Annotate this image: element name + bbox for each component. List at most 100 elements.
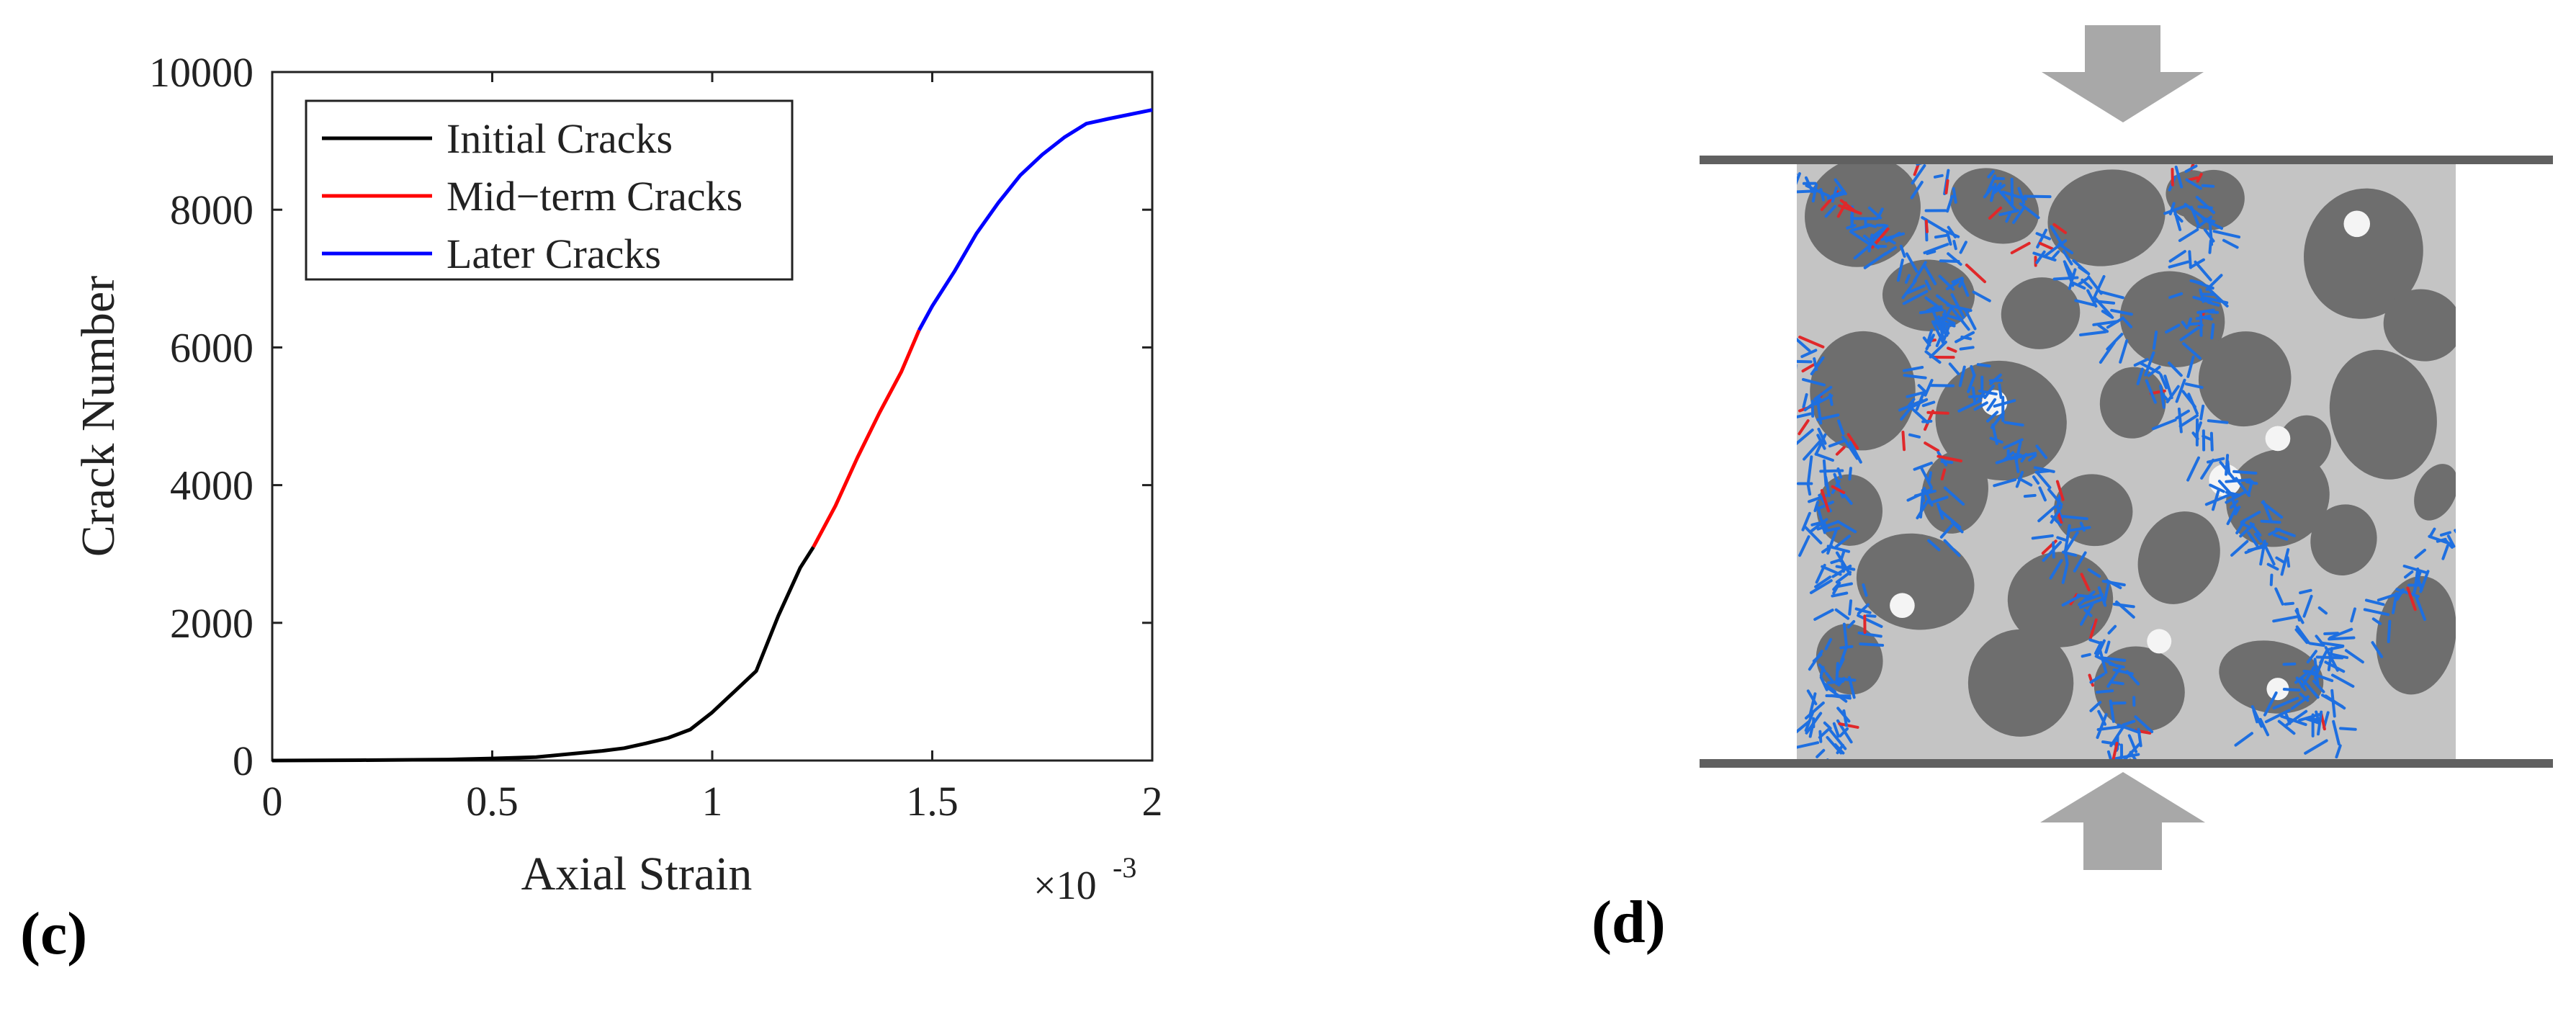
crack-segment (1818, 730, 1823, 743)
crack-segment (2387, 619, 2392, 644)
crack-segment (2078, 590, 2096, 606)
crack-segment (1921, 216, 1946, 232)
crack-segment (2035, 444, 2048, 459)
crack-segment (2200, 458, 2215, 480)
crack-segment (2036, 228, 2048, 248)
crack-segment (2127, 734, 2138, 753)
crack-segment (2391, 591, 2398, 614)
crack-segment (2050, 250, 2060, 261)
series-line-2 (812, 329, 921, 548)
crack-segment (1831, 591, 1849, 598)
aggregate (2001, 277, 2081, 349)
chart-layer: 0 0.5 1 1.5 2 0 2000 4000 6000 8000 10000 Axial Str… (72, 49, 1163, 908)
crack-segment (2159, 373, 2168, 390)
crack-segment (1813, 609, 1834, 622)
crack-segment (1942, 321, 1952, 341)
crack-segment (2177, 407, 2183, 434)
crack-segment (1804, 701, 1825, 720)
crack-segment (1817, 427, 1827, 445)
aggregate (1882, 259, 1975, 331)
crack-segment (1906, 390, 1927, 398)
crack-segment (2035, 470, 2052, 489)
crack-segment (2096, 689, 2114, 694)
crack-segment (1797, 172, 1801, 185)
crack-segment (2428, 527, 2436, 537)
crack-segment (1899, 244, 1906, 258)
crack-segment (2094, 655, 2119, 668)
series-line-3 (917, 108, 1153, 331)
crack-segment (1919, 465, 1933, 489)
crack-segment (1809, 518, 1828, 533)
legend-label: Later Cracks (446, 230, 661, 277)
crack-segment (2239, 523, 2255, 538)
crack-segment (2377, 591, 2405, 602)
crack-segment (1797, 719, 1811, 734)
crack-segment (2055, 480, 2065, 501)
crack-segment (2064, 531, 2079, 553)
aggregate (1810, 331, 1916, 451)
crack-segment (1940, 468, 1947, 481)
crack-segment (2199, 404, 2205, 421)
crack-segment (2047, 488, 2063, 506)
crack-segment (1825, 672, 1835, 683)
crack-segment (1836, 707, 1851, 723)
crack-segment (1783, 375, 1792, 379)
crack-segment (2178, 413, 2199, 428)
crack-segment (1813, 385, 1833, 401)
crack-segment (2207, 457, 2225, 464)
crack-segment (1910, 181, 1924, 199)
crack-segment (2099, 341, 2116, 364)
crack-segment (2050, 506, 2063, 524)
crack-segment (2304, 739, 2328, 755)
crack-segment (2194, 421, 2202, 437)
crack-segment (1831, 190, 1845, 198)
crack-segment (2184, 202, 2207, 221)
crack-segment (1848, 599, 1853, 616)
crack-segment (2207, 310, 2220, 314)
crack-segment (1947, 346, 1957, 353)
crack-segment (1945, 280, 1960, 291)
crack-segment (1823, 721, 1832, 730)
crack-segment (2274, 587, 2284, 606)
crack-segment (1958, 365, 1966, 387)
crack-segment (1810, 356, 1825, 376)
crack-segment (2249, 521, 2262, 537)
crack-segment (1837, 419, 1845, 436)
crack-segment (2122, 719, 2136, 727)
crack-segment (2081, 653, 2091, 658)
crack-segment (2168, 260, 2190, 269)
crack-segment (2111, 742, 2119, 761)
crack-segment (1803, 525, 1823, 544)
crack-segment (1828, 728, 1847, 750)
crack-segment (2371, 617, 2382, 625)
crack-segment (2145, 379, 2157, 404)
crack-segment (1818, 663, 1826, 673)
crack-segment (1913, 164, 1920, 176)
crack-segment (2074, 299, 2096, 307)
crack-segment (1828, 439, 1847, 448)
crack-segment (2364, 598, 2385, 606)
crack-segment (2096, 712, 2108, 740)
crack-segment (2079, 598, 2104, 609)
crack-segment (1948, 362, 1960, 376)
crack-segment (1884, 246, 1897, 256)
crack-segment (1800, 349, 1818, 359)
crack-segment (1835, 677, 1857, 682)
crack-segment (1801, 377, 1826, 387)
crack-segment (2419, 570, 2430, 593)
crack-segment (2083, 593, 2104, 602)
crack-segment (1839, 766, 1852, 781)
crack-segment (2182, 342, 2202, 360)
crack-segment (1798, 535, 1810, 557)
crack-segment (1924, 441, 1940, 452)
crack-segment (1945, 230, 1952, 246)
aggregate (2219, 640, 2324, 714)
crack-segment (1849, 230, 1874, 248)
crack-segment (1885, 231, 1901, 243)
legend-label: Mid−term Cracks (446, 173, 742, 220)
aggregate (2054, 474, 2133, 547)
crack-segment (2139, 362, 2161, 375)
crack-segment (2294, 628, 2309, 645)
crack-segment (2079, 330, 2107, 337)
